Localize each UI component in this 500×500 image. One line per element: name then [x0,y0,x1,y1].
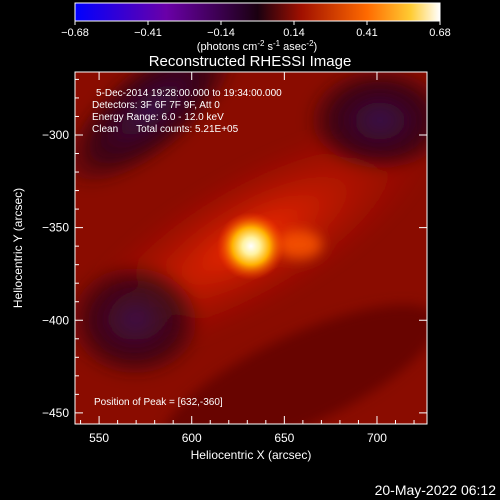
x-tick-label: 700 [367,431,387,445]
colorbar-tick-label: −0.68 [61,27,89,39]
colorbar-unit: (photons cm-2 s-1 asec-2) [197,39,317,53]
annotation-energy: Energy Range: 6.0 - 12.0 keV [92,112,224,123]
footer-timestamp: 20-May-2022 06:12 [374,482,496,498]
y-tick-label: −450 [42,406,69,420]
x-tick-label: 650 [274,431,294,445]
annotation-clean: Clean [92,124,119,135]
colorbar-tick-label: −0.41 [134,27,162,39]
x-axis-label: Heliocentric X (arcsec) [191,448,312,462]
colorbar-tick-label: 0.68 [429,27,450,39]
peak-source [217,212,285,281]
annotation-time: 5-Dec-2014 19:28:00.000 to 19:34:00.000 [96,88,282,99]
y-axis-label: Heliocentric Y (arcsec) [11,188,25,308]
heatmap-image [75,72,427,424]
y-tick-label: −300 [42,128,69,142]
y-tick-label: −400 [42,313,69,327]
y-tick-label: −350 [42,221,69,235]
colorbar-tick-label: −0.14 [207,27,235,39]
colorbar-tick-label: 0.14 [283,27,304,39]
y-axis: −300 −350 −400 −450 [42,78,427,420]
x-axis: 550 600 650 700 [80,72,415,445]
annotation-counts: Total counts: 5.21E+05 [136,124,239,135]
annotation-peak-position: Position of Peak = [632,-360] [94,397,223,408]
x-tick-label: 600 [182,431,202,445]
annotation-detectors: Detectors: 3F 6F 7F 9F, Att 0 [92,100,220,111]
x-tick-label: 550 [89,431,109,445]
plot-frame [74,71,428,425]
colorbar: −0.68 −0.41 −0.14 0.14 0.41 0.68 (photons cm-… [61,2,451,53]
chart-title: Reconstructed RHESSI Image [148,53,352,70]
colorbar-tick-label: 0.41 [356,27,377,39]
colorbar-gradient [74,2,441,22]
